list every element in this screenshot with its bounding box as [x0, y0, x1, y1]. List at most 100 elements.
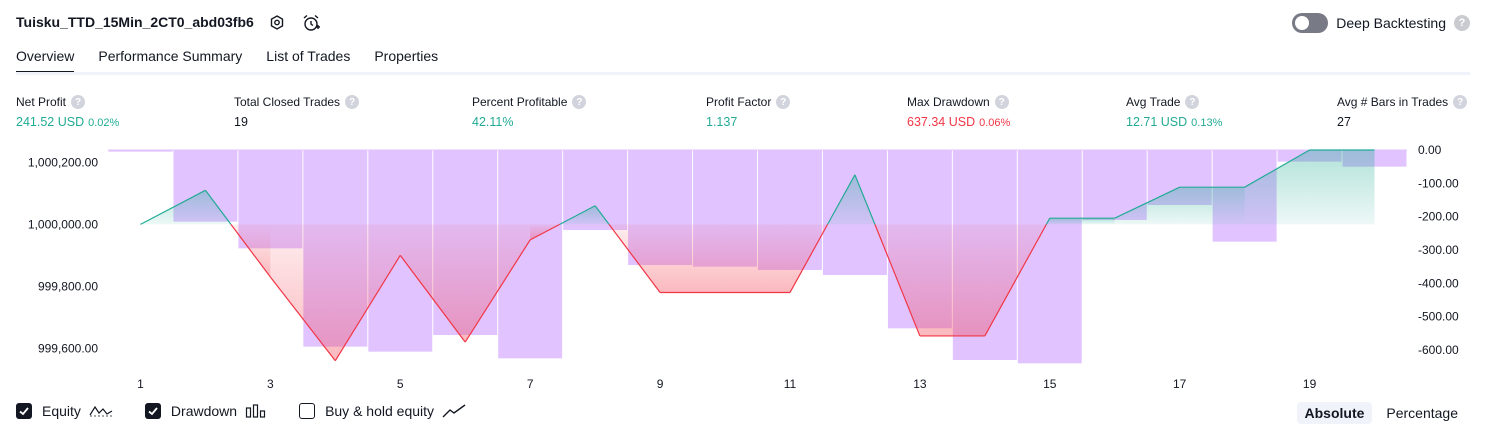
equity-line-segment — [789, 224, 829, 293]
buy-hold-line-icon — [442, 404, 466, 418]
equity-line-segment — [827, 174, 856, 225]
equity-area-segment — [1114, 187, 1180, 225]
equity-area-segment — [1046, 218, 1050, 225]
right-tick-label: -500.00 — [1418, 310, 1459, 324]
equity-line — [140, 149, 1375, 362]
equity-line-segment — [984, 224, 1047, 337]
metric-total-closed-trades: Total Closed Trades? 19 — [234, 95, 360, 129]
x-tick-label: 19 — [1303, 377, 1317, 391]
left-tick-label: 1,000,200.00 — [28, 155, 98, 169]
tab-list-of-trades[interactable]: List of Trades — [266, 48, 351, 64]
legend-buy-hold[interactable]: Buy & hold equity — [299, 403, 466, 419]
tab-divider — [16, 72, 1470, 75]
equity-line-segment — [854, 174, 876, 225]
info-icon[interactable]: ? — [1185, 95, 1200, 109]
equity-area-segment — [1049, 218, 1115, 225]
right-tick-label: -300.00 — [1418, 243, 1459, 257]
legend-label: Buy & hold equity — [325, 403, 435, 419]
chart-legend: Equity Drawdown Buy & hold equity — [16, 403, 498, 419]
metric-label: Percent Profitable — [472, 95, 568, 109]
metric-profit-factor: Profit Factor? 1.137 — [706, 95, 791, 129]
equity-line-segment — [1114, 186, 1180, 219]
drawdown-bar[interactable] — [108, 150, 173, 152]
equity-line-segment — [269, 276, 336, 362]
tab-performance-summary[interactable]: Performance Summary — [98, 48, 243, 64]
tab-properties[interactable]: Properties — [374, 48, 439, 64]
equity-line-segment — [594, 205, 610, 225]
info-icon[interactable]: ? — [1453, 95, 1468, 109]
equity-area-segment — [1179, 187, 1245, 225]
equity-line-segment — [1045, 217, 1051, 225]
right-tick-label: -100.00 — [1418, 176, 1459, 190]
x-tick-label: 7 — [527, 377, 534, 391]
info-icon[interactable]: ? — [345, 95, 360, 109]
metric-label: Avg # Bars in Trades — [1337, 95, 1449, 109]
equity-drawdown-chart[interactable]: 999,600.00 999,800.00 1,000,000.00 1,000,20… — [0, 140, 1486, 400]
metric-label: Net Profit — [16, 95, 67, 109]
deep-backtesting-control: Deep Backtesting ? — [1292, 13, 1470, 33]
deep-backtesting-toggle[interactable] — [1292, 13, 1329, 33]
metric-net-profit: Net Profit? 241.52 USD 0.02% — [16, 95, 119, 129]
gear-icon[interactable] — [266, 12, 288, 34]
left-axis: 999,600.00 999,800.00 1,000,000.00 1,000,20… — [28, 155, 98, 355]
equity-line-segment — [334, 255, 401, 362]
tab-overview[interactable]: Overview — [16, 48, 75, 74]
x-tick-label: 5 — [397, 377, 404, 391]
right-tick-label: 0.00 — [1418, 143, 1442, 157]
x-axis: 1 3 5 7 9 11 13 15 17 19 — [137, 377, 1316, 391]
x-tick-label: 9 — [657, 377, 664, 391]
metric-value: 241.52 USD — [16, 115, 85, 129]
info-icon[interactable]: ? — [572, 95, 587, 109]
equity-area-segment — [725, 224, 790, 293]
equity-area-segment — [400, 224, 466, 343]
info-icon[interactable]: ? — [71, 95, 86, 109]
info-icon[interactable]: ? — [776, 95, 791, 109]
equity-area-segment — [270, 224, 336, 361]
equity-line-segment — [874, 224, 921, 337]
equity-area-segment — [335, 224, 401, 361]
metric-max-drawdown: Max Drawdown? 637.34 USD 0.06% — [907, 95, 1010, 129]
equity-area-segment — [919, 224, 985, 336]
equity-line-segment — [608, 224, 661, 293]
percentage-button[interactable]: Percentage — [1386, 405, 1458, 421]
equity-line-segment — [464, 239, 531, 343]
equity-area-segment — [1309, 150, 1375, 225]
legend-label: Drawdown — [170, 403, 238, 419]
tab-bar: Overview Performance Summary List of Tra… — [16, 48, 462, 74]
metric-value: 12.71 USD — [1126, 115, 1188, 129]
metric-value: 42.11% — [472, 115, 514, 129]
equity-checkbox[interactable] — [16, 403, 32, 419]
x-tick-label: 3 — [267, 377, 274, 391]
equity-line-segment — [140, 189, 206, 225]
metric-label: Avg Trade — [1126, 95, 1181, 109]
right-tick-label: -400.00 — [1418, 276, 1459, 290]
x-tick-label: 1 — [137, 377, 144, 391]
value-mode-switch: Absolute Percentage — [1291, 402, 1467, 424]
legend-drawdown[interactable]: Drawdown — [144, 403, 267, 419]
metric-label: Profit Factor — [706, 95, 772, 109]
help-icon[interactable]: ? — [1454, 15, 1470, 31]
metric-label: Total Closed Trades — [234, 95, 341, 109]
absolute-button[interactable]: Absolute — [1296, 402, 1373, 424]
metric-value: 27 — [1337, 115, 1351, 129]
x-tick-label: 17 — [1173, 377, 1187, 391]
drawdown-bars-icon — [245, 403, 267, 419]
alarm-clock-icon[interactable] — [300, 12, 322, 34]
x-tick-label: 11 — [784, 377, 797, 391]
metric-percent-profitable: Percent Profitable? 42.11% — [472, 95, 587, 129]
info-icon[interactable]: ? — [994, 95, 1009, 109]
x-tick-label: 15 — [1043, 377, 1057, 391]
metric-percent: 0.02% — [88, 117, 120, 129]
equity-area-segment — [465, 224, 531, 343]
equity-line-segment — [230, 224, 271, 278]
equity-line-segment — [204, 189, 232, 225]
drawdown-checkbox[interactable] — [144, 403, 161, 419]
metric-avg-bars-in-trades: Avg # Bars in Trades? 27 — [1337, 95, 1468, 129]
legend-equity[interactable]: Equity — [16, 403, 113, 419]
metric-percent: 0.06% — [979, 117, 1011, 129]
left-tick-label: 1,000,000.00 — [28, 217, 98, 231]
metric-percent: 0.13% — [1191, 117, 1223, 129]
buy-hold-checkbox[interactable] — [299, 403, 316, 419]
left-tick-label: 999,800.00 — [38, 279, 98, 293]
metric-value: 1.137 — [706, 115, 738, 129]
